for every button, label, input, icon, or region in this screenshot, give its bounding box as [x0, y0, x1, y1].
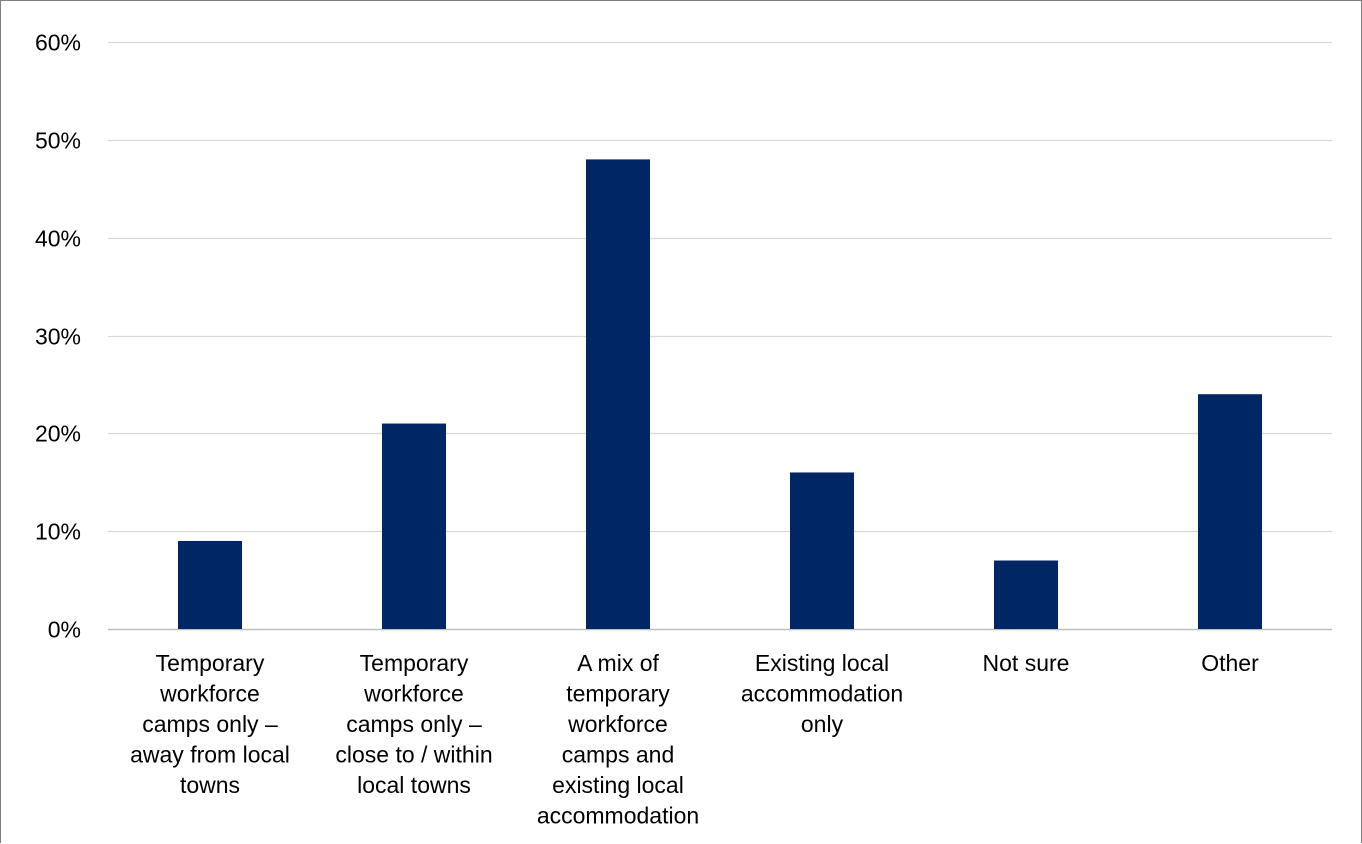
- x-tick-label-line: accommodation: [741, 681, 903, 707]
- bar: [994, 560, 1058, 629]
- x-tick-label-line: Other: [1201, 650, 1259, 676]
- x-tick-label: Other: [1201, 650, 1259, 676]
- x-tick-label: Temporary workforce camps only – away from …: [130, 650, 290, 798]
- x-tick-label: Temporary workforce camps only – close to /…: [335, 650, 492, 798]
- y-tick-label: 20%: [35, 421, 81, 447]
- x-tick-label-line: Temporary: [360, 650, 469, 676]
- y-tick-label: 30%: [35, 324, 81, 350]
- x-tick-label-line: A mix of: [577, 650, 659, 676]
- x-tick-label: Existing local accommodation only: [741, 650, 903, 737]
- x-tick-label-line: Not sure: [983, 650, 1070, 676]
- x-tick-label-line: Existing local: [755, 650, 889, 676]
- x-tick-label-line: Temporary: [156, 650, 265, 676]
- x-tick-label-line: away from local: [130, 742, 290, 768]
- y-tick-label: 10%: [35, 519, 81, 545]
- x-tick-label-line: temporary: [566, 681, 670, 707]
- x-tick-label-line: workforce: [363, 681, 464, 707]
- x-tick-label-line: camps and: [562, 742, 675, 768]
- x-tick-label-line: towns: [180, 772, 240, 798]
- y-axis-ticks: 0% 10% 20% 30% 40% 50% 60%: [35, 30, 81, 643]
- bar: [586, 159, 650, 629]
- x-tick-label: A mix of temporary workforce camps and exist…: [537, 650, 699, 829]
- x-tick-label-line: existing local: [552, 772, 684, 798]
- x-tick-label-line: close to / within: [335, 742, 492, 768]
- y-tick-label: 0%: [48, 617, 81, 643]
- gridlines: [108, 41, 1332, 631]
- bar: [178, 540, 242, 629]
- bar: [1198, 394, 1262, 629]
- bars: [178, 159, 1262, 629]
- y-tick-label: 60%: [35, 30, 81, 56]
- x-tick-label-line: accommodation: [537, 803, 699, 829]
- x-tick-label-line: workforce: [159, 681, 260, 707]
- x-axis-ticks: Temporary workforce camps only – away from …: [130, 650, 1259, 829]
- y-tick-label: 40%: [35, 226, 81, 252]
- x-tick-label-line: local towns: [357, 772, 471, 798]
- x-tick-label-line: camps only –: [142, 711, 278, 737]
- x-tick-label-line: only: [801, 711, 844, 737]
- x-tick-label: Not sure: [983, 650, 1070, 676]
- x-tick-label-line: camps only –: [346, 711, 482, 737]
- bar: [382, 423, 446, 629]
- y-tick-label: 50%: [35, 128, 81, 154]
- bar: [790, 472, 854, 629]
- x-tick-label-line: workforce: [567, 711, 668, 737]
